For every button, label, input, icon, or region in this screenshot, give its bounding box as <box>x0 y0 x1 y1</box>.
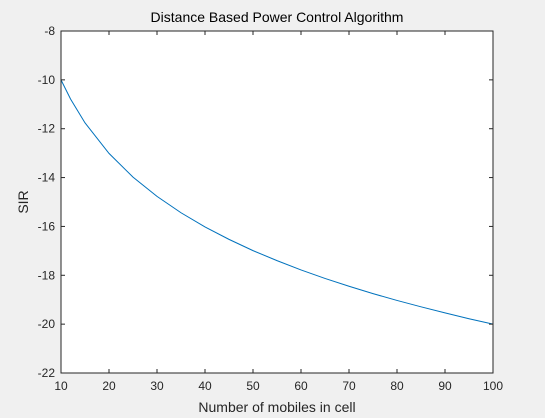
x-tick-label: 100 <box>483 379 503 393</box>
y-axis-ticks: -8 -10 -12 -14 -16 -18 -20 -22 <box>38 24 493 380</box>
y-tick-label: -20 <box>38 317 56 331</box>
series-line <box>60 79 494 325</box>
x-axis-label: Number of mobiles in cell <box>198 399 355 415</box>
y-tick-label: -14 <box>38 171 56 185</box>
x-tick-label: 60 <box>294 379 308 393</box>
y-tick-label: -10 <box>38 73 56 87</box>
x-tick-label: 40 <box>198 379 212 393</box>
y-tick-label: -18 <box>38 268 56 282</box>
series-layer <box>60 79 494 325</box>
x-tick-label: 20 <box>102 379 116 393</box>
x-axis-ticks: 10 20 30 40 50 60 70 80 90 100 <box>54 31 503 393</box>
y-tick-label: -8 <box>44 24 55 38</box>
x-tick-label: 70 <box>342 379 356 393</box>
y-tick-label: -16 <box>38 219 56 233</box>
plot-border <box>60 30 494 374</box>
y-axis-label: SIR <box>15 190 31 213</box>
chart-title: Distance Based Power Control Algorithm <box>151 9 404 25</box>
plot-area <box>61 31 493 373</box>
y-tick-label: -12 <box>38 122 56 136</box>
x-tick-label: 90 <box>438 379 452 393</box>
y-tick-label: -22 <box>38 366 56 380</box>
x-tick-label: 50 <box>246 379 260 393</box>
x-tick-label: 30 <box>150 379 164 393</box>
x-tick-label: 80 <box>390 379 404 393</box>
x-tick-label: 10 <box>54 379 68 393</box>
